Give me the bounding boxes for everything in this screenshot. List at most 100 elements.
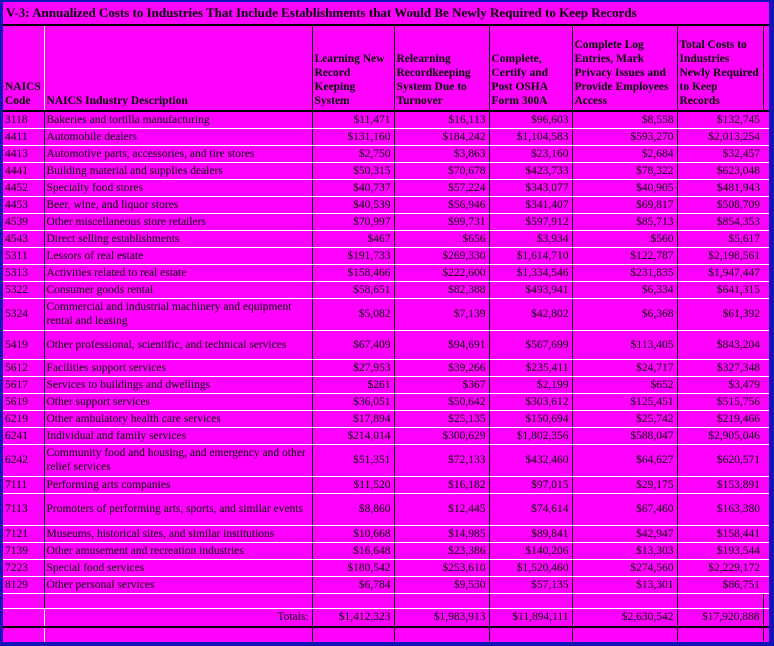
sliver-cell bbox=[763, 410, 769, 428]
col-header-industry-description: NAICS Industry Description bbox=[43, 26, 312, 112]
industry-description-cell: Other amusement and recreation industrie… bbox=[43, 542, 312, 560]
log-entries-cost-cell: $78,322 bbox=[571, 162, 677, 180]
industry-row: 4441 Building material and supplies deal… bbox=[3, 162, 769, 180]
naics-code-cell: 5617 bbox=[3, 376, 44, 394]
naics-code-cell: 6241 bbox=[3, 427, 44, 445]
industry-row: 4452 Specialty food stores $40,737 $57,2… bbox=[3, 179, 769, 197]
naics-code-cell: 6219 bbox=[3, 410, 44, 428]
col-header-log-entries-access: Complete Log Entries, Mark Privacy Issue… bbox=[571, 26, 677, 112]
industry-description-cell: Other support services bbox=[43, 393, 312, 411]
sliver-cell bbox=[763, 393, 769, 411]
sliver-cell bbox=[763, 476, 769, 494]
industry-row: 7113 Promoters of performing arts, sport… bbox=[3, 493, 769, 526]
relearning-cost-cell: $9,530 bbox=[393, 576, 489, 594]
learning-cost-cell: $214,014 bbox=[311, 427, 394, 445]
industry-row: 5619 Other support services $36,051 $50,… bbox=[3, 393, 769, 411]
log-entries-cost-cell: $13,303 bbox=[571, 542, 677, 560]
totals-label: Totals: bbox=[43, 608, 312, 628]
total-cost-cell: $163,380 bbox=[676, 493, 763, 526]
sliver-cell bbox=[763, 247, 769, 265]
total-cost-cell: $843,204 bbox=[676, 330, 763, 360]
complete-post-cost-cell: $1,802,356 bbox=[488, 427, 572, 445]
naics-code-cell: 5619 bbox=[3, 393, 44, 411]
industry-description-cell: Other personal services bbox=[43, 576, 312, 594]
complete-post-cost-cell: $23,160 bbox=[488, 145, 572, 163]
relearning-cost-cell: $269,330 bbox=[393, 247, 489, 265]
complete-post-cost-cell: $1,614,710 bbox=[488, 247, 572, 265]
log-entries-cost-cell: $588,047 bbox=[571, 427, 677, 445]
col-header-naics-code: NAICS Code bbox=[3, 26, 44, 112]
complete-post-cost-cell: $597,912 bbox=[488, 213, 572, 231]
total-cost-cell: $2,229,172 bbox=[676, 559, 763, 577]
industry-row: 4543 Direct selling establishments $467 … bbox=[3, 230, 769, 248]
totals-total-costs: $17,920,888 bbox=[676, 608, 763, 628]
relearning-cost-cell: $253,610 bbox=[393, 559, 489, 577]
naics-code-cell: 8129 bbox=[3, 576, 44, 594]
sliver-cell bbox=[763, 230, 769, 248]
sliver-cell bbox=[763, 359, 769, 377]
log-entries-cost-cell: $40,905 bbox=[571, 179, 677, 197]
total-cost-cell: $515,756 bbox=[676, 393, 763, 411]
sliver-cell bbox=[763, 525, 769, 543]
complete-post-cost-cell: $1,334,546 bbox=[488, 264, 572, 282]
complete-post-cost-cell: $2,199 bbox=[488, 376, 572, 394]
sliver-cell bbox=[763, 493, 769, 526]
learning-cost-cell: $8,860 bbox=[311, 493, 394, 526]
industry-row: 5311 Lessors of real estate $191,733 $26… bbox=[3, 247, 769, 265]
naics-code-cell: 4413 bbox=[3, 145, 44, 163]
industry-row: 7111 Performing arts companies $11,520 $… bbox=[3, 476, 769, 494]
log-entries-cost-cell: $113,405 bbox=[571, 330, 677, 360]
industry-description-cell: Facilities support services bbox=[43, 359, 312, 377]
relearning-cost-cell: $12,445 bbox=[393, 493, 489, 526]
industry-description-cell: Special food services bbox=[43, 559, 312, 577]
log-entries-cost-cell: $85,713 bbox=[571, 213, 677, 231]
relearning-cost-cell: $367 bbox=[393, 376, 489, 394]
industry-description-cell: Other miscellaneous store retailers bbox=[43, 213, 312, 231]
relearning-cost-cell: $300,629 bbox=[393, 427, 489, 445]
industry-description-cell: Individual and family services bbox=[43, 427, 312, 445]
log-entries-cost-cell: $67,460 bbox=[571, 493, 677, 526]
naics-code-cell: 4452 bbox=[3, 179, 44, 197]
industry-row: 5313 Activities related to real estate $… bbox=[3, 264, 769, 282]
learning-cost-cell: $5,082 bbox=[311, 298, 394, 331]
total-cost-cell: $219,466 bbox=[676, 410, 763, 428]
naics-code-cell: 4539 bbox=[3, 213, 44, 231]
totals-complete-post: $11,894,111 bbox=[488, 608, 572, 628]
learning-cost-cell: $16,648 bbox=[311, 542, 394, 560]
total-cost-cell: $61,392 bbox=[676, 298, 763, 331]
sliver-cell bbox=[763, 542, 769, 560]
learning-cost-cell: $58,651 bbox=[311, 281, 394, 299]
sliver-cell bbox=[763, 128, 769, 146]
learning-cost-cell: $10,668 bbox=[311, 525, 394, 543]
industry-description-cell: Commercial and industrial machinery and … bbox=[43, 298, 312, 331]
industry-row: 5324 Commercial and industrial machinery… bbox=[3, 298, 769, 331]
sliver-cell bbox=[763, 111, 769, 129]
complete-post-cost-cell: $432,460 bbox=[488, 444, 572, 477]
sliver-cell bbox=[763, 298, 769, 331]
industry-row: 5419 Other professional, scientific, and… bbox=[3, 330, 769, 360]
log-entries-cost-cell: $2,684 bbox=[571, 145, 677, 163]
naics-code-cell: 5313 bbox=[3, 264, 44, 282]
log-entries-cost-cell: $13,301 bbox=[571, 576, 677, 594]
relearning-cost-cell: $25,135 bbox=[393, 410, 489, 428]
source-row: Source: OSHA, Office of Regulatory Analy… bbox=[3, 643, 769, 646]
table-title: V-3: Annualized Costs to Industries That… bbox=[3, 2, 769, 26]
log-entries-cost-cell: $29,175 bbox=[571, 476, 677, 494]
log-entries-cost-cell: $274,560 bbox=[571, 559, 677, 577]
industry-row: 3118 Bakeries and tortilla manufacturing… bbox=[3, 111, 769, 129]
relearning-cost-cell: $7,139 bbox=[393, 298, 489, 331]
sliver-cell bbox=[763, 264, 769, 282]
industry-row: 7223 Special food services $180,542 $253… bbox=[3, 559, 769, 577]
relearning-cost-cell: $3,863 bbox=[393, 145, 489, 163]
industry-row: 6241 Individual and family services $214… bbox=[3, 427, 769, 445]
log-entries-cost-cell: $42,947 bbox=[571, 525, 677, 543]
log-entries-cost-cell: $6,334 bbox=[571, 281, 677, 299]
header-row: NAICS Code NAICS Industry Description Le… bbox=[3, 26, 769, 112]
complete-post-cost-cell: $42,802 bbox=[488, 298, 572, 331]
complete-post-cost-cell: $1,520,460 bbox=[488, 559, 572, 577]
sliver-cell bbox=[763, 179, 769, 197]
learning-cost-cell: $180,542 bbox=[311, 559, 394, 577]
sliver-cell bbox=[763, 162, 769, 180]
totals-code-cell bbox=[3, 608, 44, 628]
